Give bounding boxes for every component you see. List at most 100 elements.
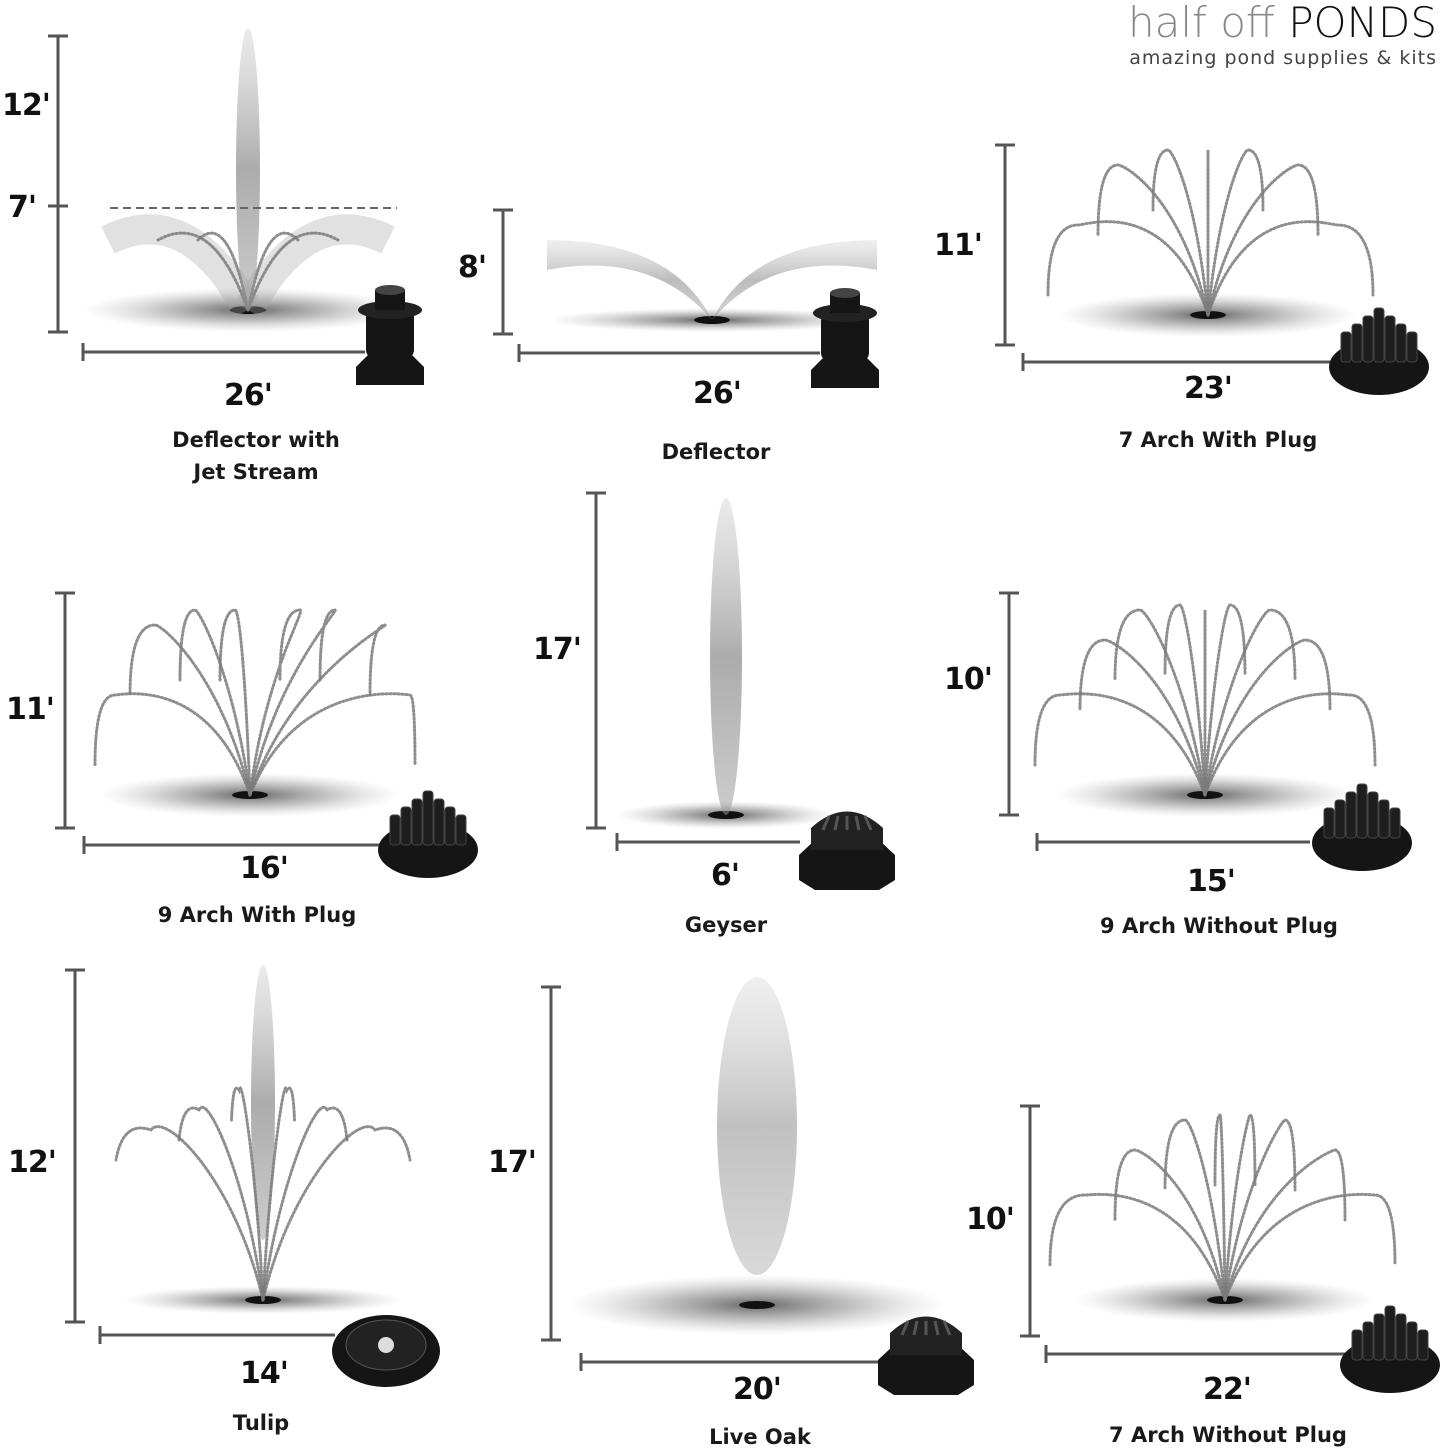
- spray-arch: [1046, 220, 1210, 317]
- nozzle-tube: [400, 806, 412, 846]
- nozzle-tube: [1373, 1313, 1385, 1361]
- water-jet: [710, 498, 742, 815]
- width-label: 16': [240, 851, 289, 886]
- spray-arch: [261, 1086, 296, 1302]
- deflector-nozzle-icon: [811, 288, 879, 388]
- spray-arch: [114, 1125, 265, 1302]
- nozzle-base: [811, 358, 879, 388]
- pattern-name: Deflector with Jet Stream: [172, 424, 340, 488]
- pattern-name-line: Live Oak: [709, 1425, 811, 1449]
- nozzle-tube: [1351, 323, 1363, 363]
- spray-arch: [1203, 608, 1297, 797]
- pattern-name-line: Deflector with: [172, 428, 340, 452]
- spray-arch: [178, 608, 252, 797]
- spray-arch: [1206, 163, 1320, 317]
- multi-jet-nozzle-icon: [1312, 783, 1412, 871]
- nozzle-tube: [1345, 791, 1357, 839]
- pattern-name-line: Tulip: [232, 1411, 290, 1435]
- spray-arch: [1151, 148, 1210, 317]
- nozzle-tube: [1356, 783, 1368, 839]
- water-jet: [236, 28, 260, 310]
- nozzle-body: [366, 310, 414, 358]
- brand-tagline: amazing pond supplies & kits: [1129, 47, 1437, 69]
- pattern-name: 7 Arch Without Plug: [1109, 1419, 1347, 1451]
- deflector-spray: [547, 240, 877, 320]
- nozzle-vent: [912, 1320, 919, 1336]
- nozzle-vent: [863, 815, 873, 831]
- height-label: 8': [458, 250, 487, 285]
- pattern-name: Deflector: [662, 436, 771, 468]
- brand-name-bold: PONDS: [1288, 0, 1437, 47]
- width-label: 22': [1203, 1372, 1252, 1407]
- spray-arch: [156, 231, 250, 312]
- deflector-spray: [234, 214, 395, 318]
- height-label: 12': [8, 1145, 57, 1180]
- nozzle-tube: [389, 814, 401, 846]
- nozzle-tube: [1362, 1321, 1374, 1361]
- nozzle-tube: [1367, 791, 1379, 839]
- nozzle-dome: [890, 1316, 962, 1355]
- nozzle-tube: [1389, 807, 1401, 839]
- nozzle-tube: [1351, 1329, 1363, 1361]
- spray-arch: [248, 608, 337, 797]
- nozzle-cap: [375, 290, 405, 310]
- width-label: 23': [1184, 371, 1233, 406]
- nozzle-center: [378, 1337, 394, 1353]
- nozzle-cap: [830, 293, 860, 313]
- nozzle-tube: [1378, 799, 1390, 839]
- height-label: 17': [488, 1145, 537, 1180]
- nozzle-tube: [1395, 1313, 1407, 1361]
- width-label: 20': [733, 1372, 782, 1407]
- spray-arch: [1206, 148, 1265, 317]
- nozzle-top: [375, 285, 405, 295]
- pattern-name-line: Deflector: [661, 440, 771, 464]
- spray-arch: [248, 623, 387, 797]
- spray-arch: [1223, 1118, 1297, 1302]
- spray-arch: [1203, 692, 1377, 797]
- nozzle-tube: [1406, 331, 1418, 363]
- spray-arch: [1163, 603, 1207, 797]
- nozzle-body: [821, 313, 869, 361]
- nozzle-tube: [1395, 323, 1407, 363]
- spray-arch: [1163, 1118, 1227, 1302]
- fountain-pattern-arch: [55, 591, 478, 878]
- height-label: 11': [934, 228, 983, 263]
- spray-arch: [1223, 1192, 1397, 1302]
- nozzle-top: [830, 288, 860, 298]
- nozzle-opening: [739, 1301, 775, 1309]
- tulip-nozzle-icon: [332, 1315, 440, 1387]
- nozzle-dome: [811, 811, 883, 850]
- width-label: 26': [693, 376, 742, 411]
- water-bell: [717, 977, 797, 1275]
- geyser-nozzle-icon: [799, 811, 895, 890]
- fountain-pattern-jet-deflector: [48, 28, 424, 385]
- spray-arch: [1113, 1148, 1227, 1302]
- pattern-name: 9 Arch With Plug: [158, 899, 356, 931]
- height-label: 17': [533, 632, 582, 667]
- spray-arch: [1048, 1192, 1227, 1302]
- spray-arch: [1203, 638, 1332, 797]
- water-jet: [251, 965, 275, 1240]
- pattern-name-line: Geyser: [684, 913, 768, 937]
- fountain-pattern-arch: [1020, 1104, 1440, 1393]
- spray-arch: [1113, 608, 1207, 797]
- pattern-name-line: 9 Arch With Plug: [157, 903, 357, 927]
- brand-name-light: half off: [1128, 0, 1275, 47]
- spray-arch: [1223, 1148, 1347, 1302]
- nozzle-vent: [942, 1320, 952, 1336]
- nozzle-tube: [1334, 799, 1346, 839]
- pattern-name: 9 Arch Without Plug: [1100, 910, 1338, 942]
- multi-jet-nozzle-icon: [378, 790, 478, 878]
- height-label: 11': [6, 692, 55, 727]
- nozzle-tube: [411, 798, 423, 846]
- brand-logo: half off PONDS amazing pond supplies & k…: [1128, 0, 1437, 70]
- fountain-pattern-geyser: [586, 491, 895, 890]
- spray-arch: [246, 231, 340, 312]
- nozzle-vent: [833, 815, 840, 831]
- pattern-name: Geyser: [685, 909, 767, 941]
- deflector-spray: [101, 214, 262, 318]
- spray-arch: [177, 1106, 265, 1302]
- spray-arch: [1213, 1113, 1227, 1302]
- nozzle-tube: [1362, 315, 1374, 363]
- spray-arch: [261, 1125, 412, 1302]
